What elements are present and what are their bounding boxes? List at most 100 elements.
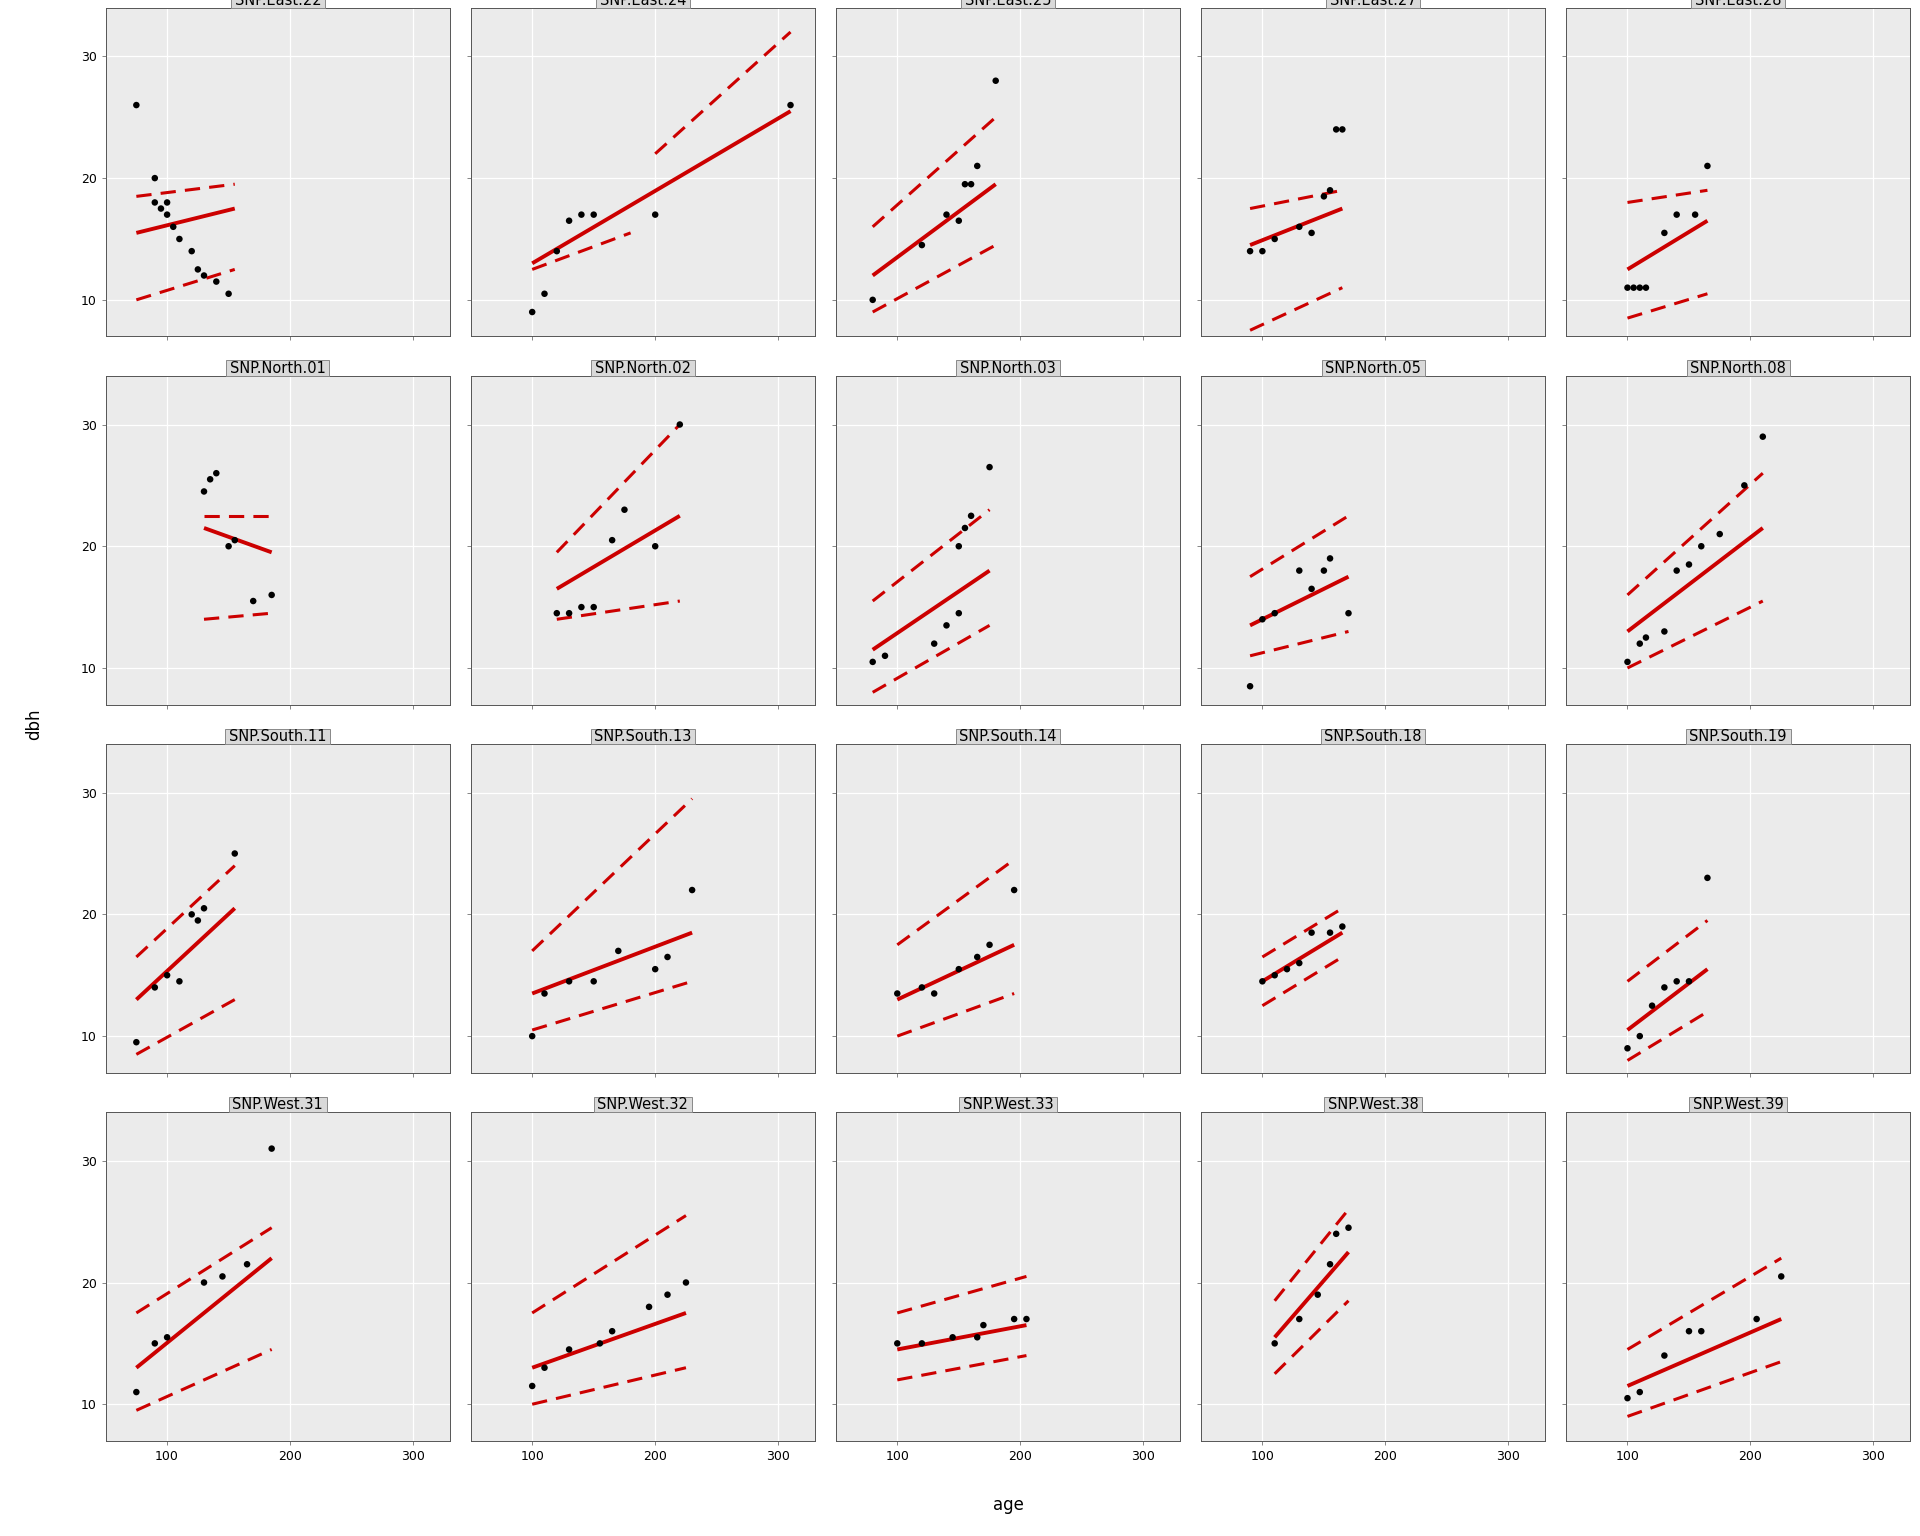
- Text: SNP.East.22: SNP.East.22: [234, 0, 321, 8]
- Point: [140, 166, 171, 190]
- Point: [1613, 1035, 1644, 1060]
- Point: [1260, 1332, 1290, 1356]
- Point: [238, 588, 269, 613]
- Point: [140, 975, 171, 1000]
- Point: [188, 479, 219, 504]
- Point: [553, 969, 584, 994]
- Text: SNP.West.33: SNP.West.33: [962, 1097, 1054, 1112]
- Point: [530, 281, 561, 306]
- Point: [1624, 631, 1655, 656]
- Point: [1613, 275, 1644, 300]
- Text: dbh: dbh: [25, 708, 44, 740]
- Point: [973, 455, 1004, 479]
- Point: [639, 203, 670, 227]
- Point: [1613, 650, 1644, 674]
- Text: SNP.West.38: SNP.West.38: [1329, 1097, 1419, 1112]
- Point: [1284, 215, 1315, 240]
- Point: [182, 908, 213, 932]
- Point: [962, 154, 993, 178]
- Point: [188, 895, 219, 920]
- Point: [1766, 1264, 1797, 1289]
- Point: [255, 582, 286, 607]
- Point: [516, 1025, 547, 1049]
- Point: [1332, 601, 1363, 625]
- Point: [956, 504, 987, 528]
- Point: [1284, 951, 1315, 975]
- Point: [553, 209, 584, 233]
- Point: [1315, 547, 1346, 571]
- Point: [516, 1373, 547, 1398]
- Point: [1624, 1379, 1655, 1404]
- Point: [858, 650, 889, 674]
- Point: [578, 203, 609, 227]
- Point: [1630, 275, 1661, 300]
- Point: [182, 257, 213, 281]
- Point: [219, 842, 250, 866]
- Point: [1309, 184, 1340, 209]
- Point: [1686, 1319, 1716, 1344]
- Text: SNP.South.11: SNP.South.11: [228, 730, 326, 743]
- Point: [121, 1031, 152, 1055]
- Point: [152, 1326, 182, 1350]
- Point: [202, 269, 232, 293]
- Point: [1315, 1252, 1346, 1276]
- Point: [639, 957, 670, 982]
- Point: [566, 594, 597, 619]
- Point: [578, 969, 609, 994]
- Point: [968, 1313, 998, 1338]
- Point: [255, 1137, 286, 1161]
- Point: [1680, 203, 1711, 227]
- Point: [1271, 957, 1302, 982]
- Point: [603, 938, 634, 963]
- Text: SNP.North.03: SNP.North.03: [960, 361, 1056, 376]
- Point: [943, 601, 973, 625]
- Point: [157, 215, 188, 240]
- Point: [931, 613, 962, 637]
- Point: [207, 1264, 238, 1289]
- Point: [213, 281, 244, 306]
- Point: [578, 594, 609, 619]
- Point: [584, 1332, 614, 1356]
- Text: SNP.South.18: SNP.South.18: [1325, 730, 1423, 743]
- Point: [943, 209, 973, 233]
- Point: [1619, 275, 1649, 300]
- Text: SNP.West.32: SNP.West.32: [597, 1097, 689, 1112]
- Point: [1624, 1025, 1655, 1049]
- Point: [152, 190, 182, 215]
- Point: [140, 1332, 171, 1356]
- Point: [213, 535, 244, 559]
- Point: [653, 945, 684, 969]
- Text: SNP.South.19: SNP.South.19: [1690, 730, 1788, 743]
- Point: [906, 1332, 937, 1356]
- Point: [530, 982, 561, 1006]
- Point: [870, 644, 900, 668]
- Point: [1246, 969, 1277, 994]
- Point: [1260, 227, 1290, 252]
- Text: SNP.North.05: SNP.North.05: [1325, 361, 1421, 376]
- Point: [858, 287, 889, 312]
- Point: [639, 535, 670, 559]
- Point: [1260, 963, 1290, 988]
- Point: [1661, 203, 1692, 227]
- Point: [1649, 1344, 1680, 1369]
- Point: [1674, 553, 1705, 578]
- Point: [1613, 1385, 1644, 1410]
- Point: [121, 1379, 152, 1404]
- Point: [920, 631, 950, 656]
- Point: [553, 1338, 584, 1362]
- Point: [906, 233, 937, 258]
- Point: [1246, 240, 1277, 264]
- Point: [664, 412, 695, 436]
- Point: [1692, 154, 1722, 178]
- Point: [1296, 920, 1327, 945]
- Point: [1327, 914, 1357, 938]
- Point: [1296, 221, 1327, 246]
- Point: [188, 263, 219, 287]
- Point: [1636, 994, 1667, 1018]
- Point: [653, 1283, 684, 1307]
- Point: [676, 877, 707, 902]
- Point: [998, 877, 1029, 902]
- Point: [194, 467, 225, 492]
- Point: [881, 982, 912, 1006]
- Point: [530, 1355, 561, 1379]
